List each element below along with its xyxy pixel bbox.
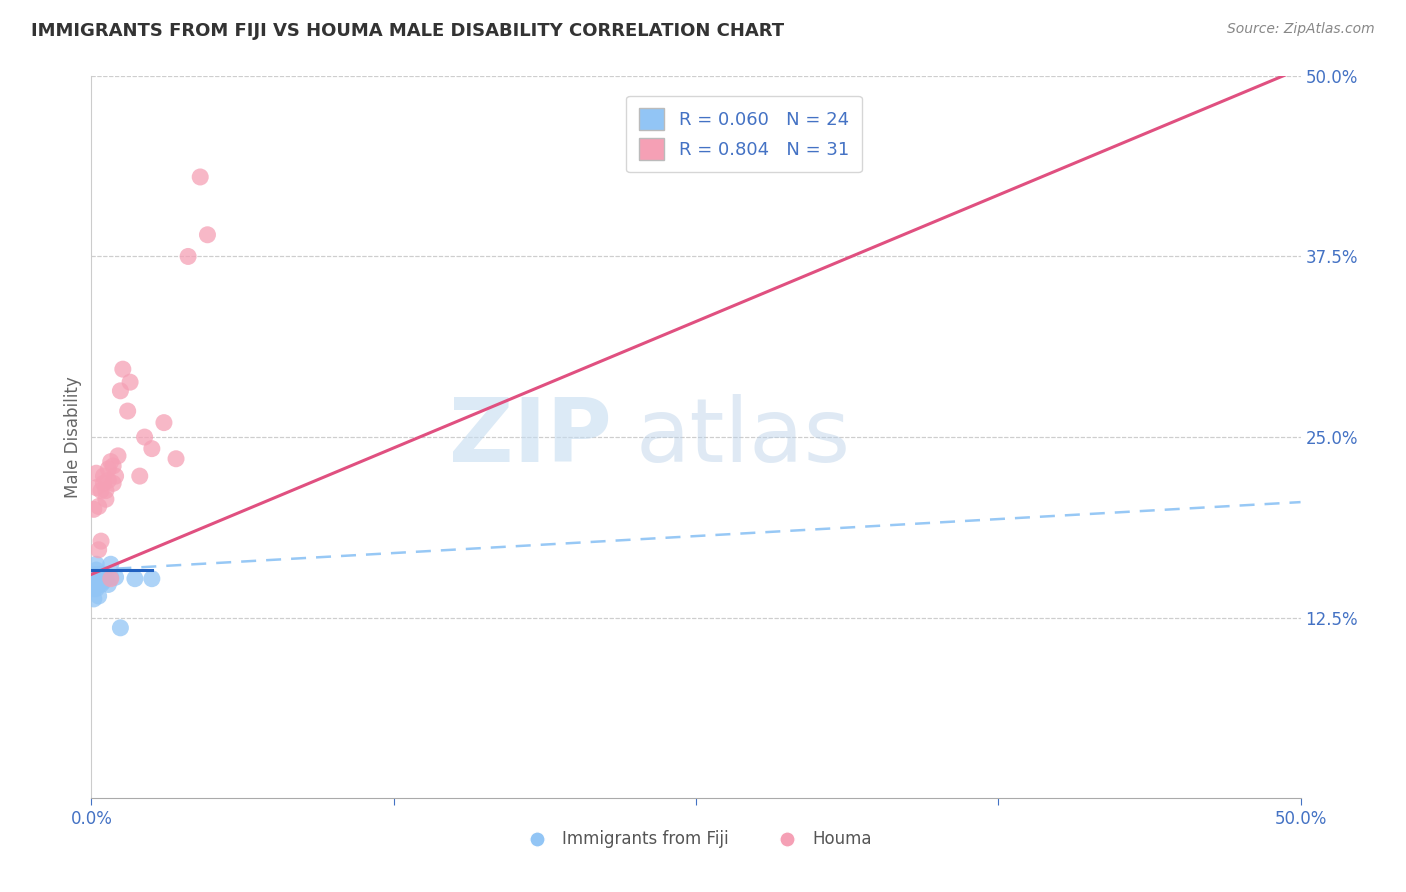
Point [107,449,129,463]
Point [84,558,107,572]
Text: Source: ZipAtlas.com: Source: ZipAtlas.com [1227,22,1375,37]
Point [90,534,112,549]
Point [83,502,105,516]
Point [87,500,110,514]
Legend: Immigrants from Fiji, Houma: Immigrants from Fiji, Houma [513,823,879,855]
Point [83,591,105,606]
Point [90,577,112,591]
Text: atlas: atlas [636,393,851,481]
Point [93,476,115,491]
Point [110,384,132,398]
Y-axis label: Male Disability: Male Disability [63,376,82,498]
Text: ZIP: ZIP [449,393,612,481]
Point [94,483,117,498]
Point [110,621,132,635]
Point [90,572,112,586]
Point [84,574,107,589]
Point [100,570,122,584]
Point [100,572,122,586]
Point [104,469,127,483]
Point [87,542,110,557]
Point [100,455,122,469]
Point [83,582,105,596]
Point [117,404,139,418]
Point [94,572,117,586]
Point [188,169,211,184]
Point [93,469,115,483]
Point [141,442,163,456]
Point [83,577,105,591]
Point [120,375,142,389]
Point [90,483,112,498]
Point [84,563,107,577]
Point [124,572,146,586]
Point [87,574,110,589]
Point [128,469,150,483]
Point [97,474,120,488]
Text: IMMIGRANTS FROM FIJI VS HOUMA MALE DISABILITY CORRELATION CHART: IMMIGRANTS FROM FIJI VS HOUMA MALE DISAB… [31,22,785,40]
Point [111,362,134,376]
Point [153,416,176,430]
Point [87,589,110,603]
Point [134,430,156,444]
Point [177,249,200,264]
Point [93,567,115,582]
Point [101,476,124,491]
Point [104,570,127,584]
Point [101,458,124,473]
Point [84,466,107,480]
Point [83,567,105,582]
Point [100,558,122,572]
Point [197,227,219,242]
Point [94,492,117,507]
Point [97,462,120,476]
Point [93,574,115,589]
Point [87,577,110,591]
Point [87,567,110,582]
Point [97,577,120,591]
Point [84,582,107,596]
Point [84,481,107,495]
Point [165,451,187,466]
Point [141,572,163,586]
